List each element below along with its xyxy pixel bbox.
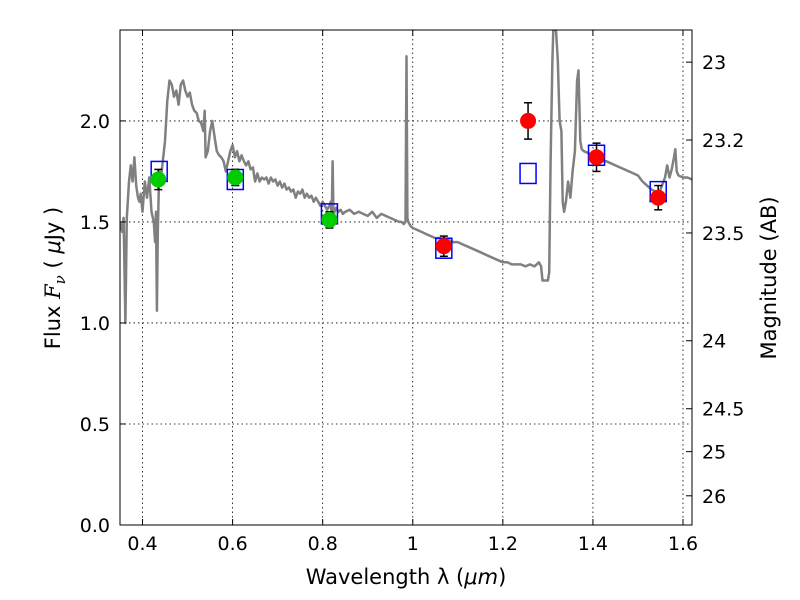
nir-point-1 bbox=[520, 112, 537, 129]
y-tick-label-3: 1.5 bbox=[80, 212, 110, 234]
y-tick-label-4: 2.0 bbox=[80, 111, 110, 133]
x-tick-label-2: 0.8 bbox=[308, 533, 338, 555]
y2-tick-label-1: 23.2 bbox=[702, 130, 744, 152]
x-tick-label-1: 0.6 bbox=[217, 533, 247, 555]
y-axis-label: Flux Fν ( μJy ) bbox=[41, 207, 69, 349]
axis-ticks: 0.4 0.6 0.8 1 1.2 1.4 1.6 0.0 0.5 1.0 1.5 2.0 23 23.2… bbox=[80, 30, 744, 555]
nir-point-0 bbox=[435, 238, 452, 255]
x-axis-label: Wavelength λ (μm) bbox=[306, 565, 507, 589]
optical-point-0 bbox=[150, 171, 167, 188]
optical-point-1 bbox=[227, 169, 244, 186]
y-tick-label-0: 0.0 bbox=[80, 515, 110, 537]
nir-point-2 bbox=[588, 149, 605, 166]
x-tick-label-3: 1 bbox=[407, 533, 419, 555]
y2-tick-label-3: 24 bbox=[702, 331, 726, 353]
y-tick-label-1: 0.5 bbox=[80, 414, 110, 436]
y2-tick-label-2: 23.5 bbox=[702, 223, 744, 245]
y2-tick-label-4: 24.5 bbox=[702, 399, 744, 421]
x-tick-label-4: 1.2 bbox=[488, 533, 518, 555]
y2-tick-label-0: 23 bbox=[702, 52, 726, 74]
spectrum-line bbox=[120, 30, 692, 325]
y-tick-label-2: 1.0 bbox=[80, 313, 110, 335]
plot-frame bbox=[119, 29, 693, 526]
optical-point-2 bbox=[321, 211, 338, 228]
x-tick-label-5: 1.4 bbox=[578, 533, 608, 555]
x-tick-label-6: 1.6 bbox=[668, 533, 698, 555]
x-tick-label-0: 0.4 bbox=[127, 533, 157, 555]
y2-tick-label-5: 25 bbox=[702, 442, 726, 464]
model-box-4 bbox=[519, 162, 537, 185]
nir-point-3 bbox=[650, 189, 667, 206]
photometry-layer bbox=[150, 101, 667, 259]
spectrum-layer bbox=[120, 30, 692, 325]
y2-tick-label-6: 26 bbox=[702, 486, 726, 508]
y2-axis-label: Magnitude (AB) bbox=[757, 196, 781, 359]
